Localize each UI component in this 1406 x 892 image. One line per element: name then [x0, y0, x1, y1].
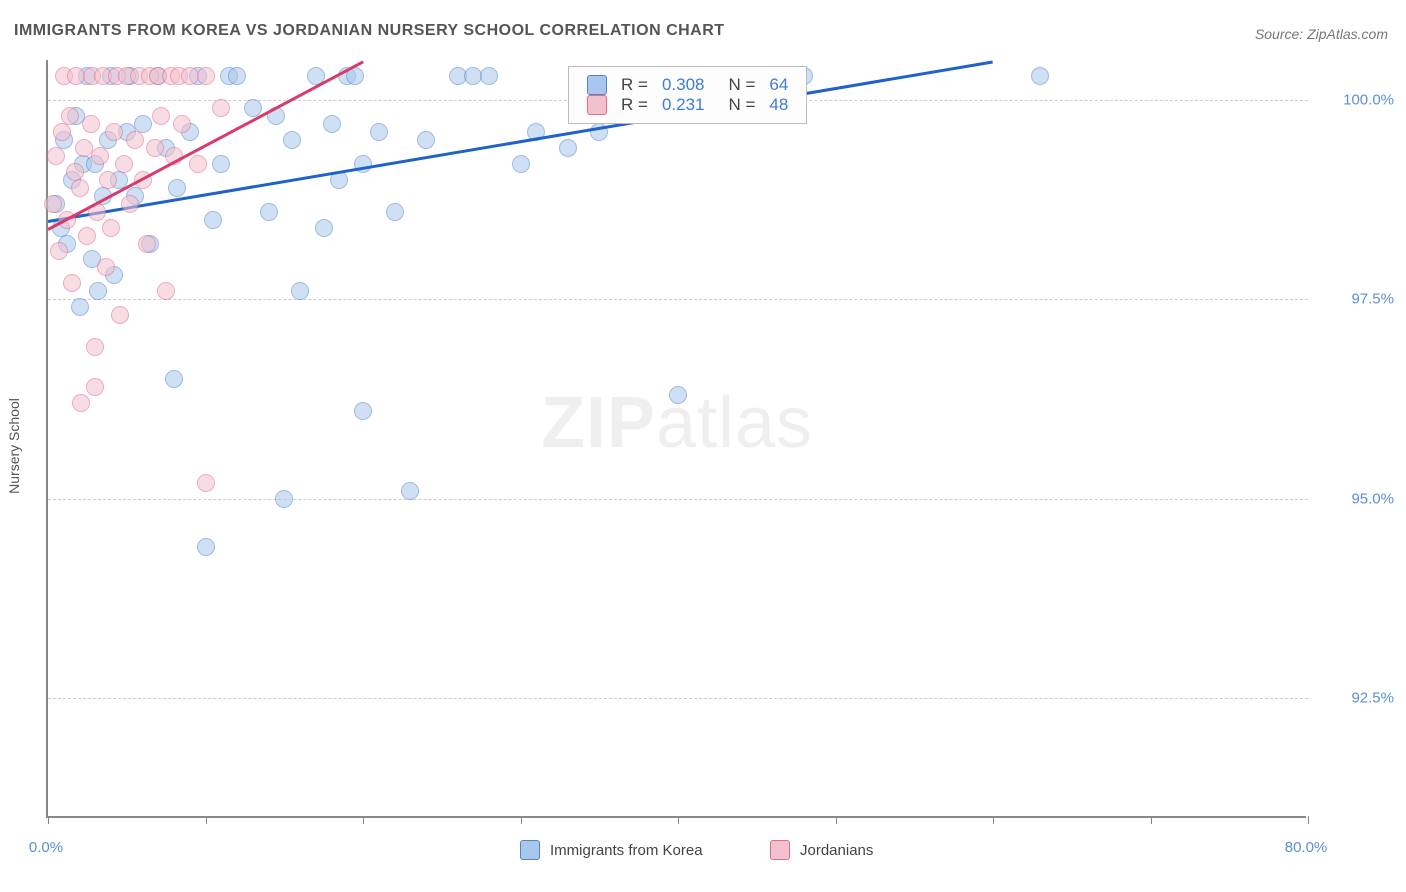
x-tick: [48, 816, 49, 824]
grid-line: [48, 299, 1308, 300]
stats-row-jordan: R = 0.231 N = 48: [587, 95, 788, 115]
scatter-point-jordan: [105, 123, 123, 141]
scatter-point-korea: [1031, 67, 1049, 85]
stats-n-value-jordan: 48: [769, 95, 788, 115]
scatter-point-jordan: [86, 338, 104, 356]
scatter-point-jordan: [71, 179, 89, 197]
scatter-point-korea: [168, 179, 186, 197]
scatter-point-jordan: [138, 235, 156, 253]
scatter-point-jordan: [97, 258, 115, 276]
stats-r-label: R =: [621, 95, 648, 115]
trend-line-jordan: [47, 60, 363, 230]
y-tick-label: 92.5%: [1351, 690, 1394, 707]
scatter-point-jordan: [115, 155, 133, 173]
y-tick-label: 95.0%: [1351, 490, 1394, 507]
scatter-point-korea: [370, 123, 388, 141]
stats-box: R = 0.308 N = 64 R = 0.231 N = 48: [568, 66, 807, 124]
scatter-point-jordan: [99, 171, 117, 189]
scatter-point-jordan: [78, 227, 96, 245]
scatter-point-korea: [417, 131, 435, 149]
scatter-point-korea: [386, 203, 404, 221]
legend-korea: Immigrants from Korea: [520, 840, 703, 860]
scatter-point-jordan: [111, 306, 129, 324]
scatter-point-jordan: [91, 147, 109, 165]
scatter-point-jordan: [47, 147, 65, 165]
scatter-point-korea: [559, 139, 577, 157]
scatter-point-korea: [89, 282, 107, 300]
scatter-point-korea: [228, 67, 246, 85]
stats-r-value-jordan: 0.231: [662, 95, 705, 115]
scatter-point-jordan: [157, 282, 175, 300]
scatter-point-jordan: [61, 107, 79, 125]
y-axis-label: Nursery School: [6, 398, 22, 494]
x-tick: [521, 816, 522, 824]
scatter-point-korea: [275, 490, 293, 508]
scatter-point-korea: [212, 155, 230, 173]
scatter-point-jordan: [189, 155, 207, 173]
scatter-point-korea: [71, 298, 89, 316]
y-tick-label: 97.5%: [1351, 291, 1394, 308]
scatter-point-korea: [401, 482, 419, 500]
scatter-point-jordan: [146, 139, 164, 157]
scatter-point-jordan: [121, 195, 139, 213]
scatter-point-jordan: [152, 107, 170, 125]
x-tick: [206, 816, 207, 824]
grid-line: [48, 499, 1308, 500]
x-tick: [836, 816, 837, 824]
stats-r-label: R =: [621, 75, 648, 95]
scatter-point-jordan: [44, 195, 62, 213]
watermark-bold: ZIP: [541, 383, 656, 463]
scatter-point-korea: [260, 203, 278, 221]
chart-title: IMMIGRANTS FROM KOREA VS JORDANIAN NURSE…: [14, 22, 725, 40]
scatter-point-korea: [204, 211, 222, 229]
plot-area: ZIPatlas: [46, 60, 1306, 818]
scatter-point-korea: [480, 67, 498, 85]
grid-line: [48, 698, 1308, 699]
scatter-point-jordan: [82, 115, 100, 133]
x-tick: [1151, 816, 1152, 824]
x-tick: [363, 816, 364, 824]
x-tick-label: 80.0%: [1285, 839, 1328, 856]
scatter-point-korea: [512, 155, 530, 173]
scatter-point-korea: [354, 402, 372, 420]
stats-n-label: N =: [728, 75, 755, 95]
legend-swatch-korea: [520, 840, 540, 860]
scatter-point-korea: [165, 370, 183, 388]
scatter-point-jordan: [212, 99, 230, 117]
legend-label-jordan: Jordanians: [800, 842, 873, 859]
scatter-point-jordan: [72, 394, 90, 412]
x-tick: [678, 816, 679, 824]
source-label: Source: ZipAtlas.com: [1255, 26, 1388, 42]
scatter-point-jordan: [102, 219, 120, 237]
scatter-point-jordan: [126, 131, 144, 149]
scatter-point-jordan: [86, 378, 104, 396]
scatter-point-korea: [283, 131, 301, 149]
scatter-point-korea: [669, 386, 687, 404]
scatter-point-jordan: [173, 115, 191, 133]
x-tick: [1308, 816, 1309, 824]
stats-row-korea: R = 0.308 N = 64: [587, 75, 788, 95]
scatter-point-korea: [197, 538, 215, 556]
stats-swatch-jordan: [587, 95, 607, 115]
stats-n-label: N =: [728, 95, 755, 115]
scatter-point-korea: [291, 282, 309, 300]
legend-label-korea: Immigrants from Korea: [550, 842, 703, 859]
scatter-point-jordan: [63, 274, 81, 292]
stats-swatch-korea: [587, 75, 607, 95]
x-tick-label: 0.0%: [29, 839, 63, 856]
scatter-point-jordan: [53, 123, 71, 141]
scatter-point-jordan: [197, 474, 215, 492]
x-tick: [993, 816, 994, 824]
legend-jordan: Jordanians: [770, 840, 873, 860]
scatter-point-korea: [315, 219, 333, 237]
scatter-point-jordan: [197, 67, 215, 85]
stats-r-value-korea: 0.308: [662, 75, 705, 95]
y-tick-label: 100.0%: [1343, 91, 1394, 108]
legend-swatch-jordan: [770, 840, 790, 860]
scatter-point-jordan: [50, 242, 68, 260]
stats-n-value-korea: 64: [769, 75, 788, 95]
scatter-point-korea: [323, 115, 341, 133]
